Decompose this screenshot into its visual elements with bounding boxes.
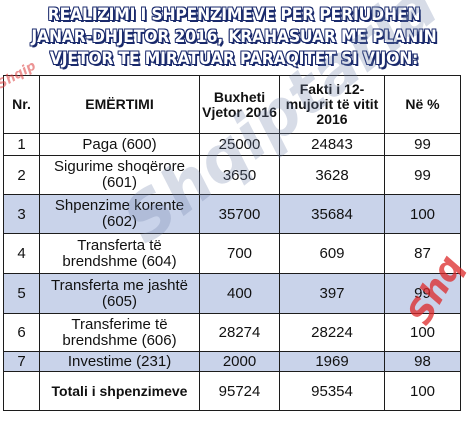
table-row: 2 Sigurime shoqërore (601) 3650 3628 99 bbox=[3, 155, 461, 195]
cell-budget: 35700 bbox=[199, 194, 280, 234]
cell-nr: 5 bbox=[3, 273, 40, 314]
cell-name: Sigurime shoqërore (601) bbox=[39, 155, 200, 195]
cell-nr: 3 bbox=[3, 194, 40, 234]
cell-budget: 25000 bbox=[199, 133, 280, 156]
cell-name: Transferta të brendshme (604) bbox=[39, 233, 200, 274]
table-row: 3 Shpenzime korente (602) 35700 35684 10… bbox=[3, 194, 461, 234]
cell-nr: 2 bbox=[3, 155, 40, 195]
cell-actual: 3628 bbox=[279, 155, 385, 195]
title-line-2: JANAR-DHJETOR 2016, KRAHASUAR ME PLANIN bbox=[31, 27, 437, 47]
cell-actual: 28224 bbox=[279, 313, 385, 352]
cell-name: Transferime të brendshme (606) bbox=[39, 313, 200, 352]
header-row: Nr. EMËRTIMI Buxheti Vjetor 2016 Fakti i… bbox=[3, 75, 461, 134]
cell-nr-empty bbox=[3, 371, 40, 411]
cell-name: Paga (600) bbox=[39, 133, 200, 156]
cell-actual: 397 bbox=[279, 273, 385, 314]
header-name: EMËRTIMI bbox=[39, 75, 200, 134]
table-row: 7 Investime (231) 2000 1969 98 bbox=[3, 351, 461, 372]
cell-percent: 87 bbox=[384, 233, 461, 274]
cell-budget: 3650 bbox=[199, 155, 280, 195]
header-percent: Në % bbox=[384, 75, 461, 134]
table-row: 4 Transferta të brendshme (604) 700 609 … bbox=[3, 233, 461, 274]
cell-percent: 100 bbox=[384, 313, 461, 352]
table-row: 5 Transferta me jashtë (605) 400 397 99 bbox=[3, 273, 461, 314]
cell-percent: 99 bbox=[384, 155, 461, 195]
cell-actual: 1969 bbox=[279, 351, 385, 372]
header-budget: Buxheti Vjetor 2016 bbox=[199, 75, 280, 134]
cell-budget: 2000 bbox=[199, 351, 280, 372]
cell-name: Transferta me jashtë (605) bbox=[39, 273, 200, 314]
cell-budget: 700 bbox=[199, 233, 280, 274]
cell-actual: 609 bbox=[279, 233, 385, 274]
cell-percent: 98 bbox=[384, 351, 461, 372]
cell-nr: 4 bbox=[3, 233, 40, 274]
total-row: Totali i shpenzimeve 95724 95354 100 bbox=[3, 371, 461, 411]
title-line-3: VJETOR TE MIRATUAR PARAQITET SI VIJON: bbox=[49, 49, 419, 69]
cell-percent: 99 bbox=[384, 133, 461, 156]
header-actual: Fakti i 12-mujorit të vitit 2016 bbox=[279, 75, 385, 134]
cell-budget: 28274 bbox=[199, 313, 280, 352]
cell-name: Investime (231) bbox=[39, 351, 200, 372]
cell-actual: 24843 bbox=[279, 133, 385, 156]
expenditure-table: Nr. EMËRTIMI Buxheti Vjetor 2016 Fakti i… bbox=[3, 75, 461, 411]
report-title: REALIZIMI I SHPENZIMEVE PER PERIUDHEN JA… bbox=[19, 0, 450, 70]
header-nr: Nr. bbox=[3, 75, 40, 134]
cell-budget: 400 bbox=[199, 273, 280, 314]
total-label: Totali i shpenzimeve bbox=[39, 371, 200, 411]
cell-nr: 6 bbox=[3, 313, 40, 352]
total-actual: 95354 bbox=[279, 371, 385, 411]
cell-name: Shpenzime korente (602) bbox=[39, 194, 200, 234]
title-line-1: REALIZIMI I SHPENZIMEVE PER PERIUDHEN bbox=[47, 5, 421, 25]
total-percent: 100 bbox=[384, 371, 461, 411]
table-row: 6 Transferime të brendshme (606) 28274 2… bbox=[3, 313, 461, 352]
cell-nr: 1 bbox=[3, 133, 40, 156]
cell-percent: 100 bbox=[384, 194, 461, 234]
cell-actual: 35684 bbox=[279, 194, 385, 234]
cell-nr: 7 bbox=[3, 351, 40, 372]
cell-percent: 99 bbox=[384, 273, 461, 314]
total-budget: 95724 bbox=[199, 371, 280, 411]
table-row: 1 Paga (600) 25000 24843 99 bbox=[3, 133, 461, 156]
